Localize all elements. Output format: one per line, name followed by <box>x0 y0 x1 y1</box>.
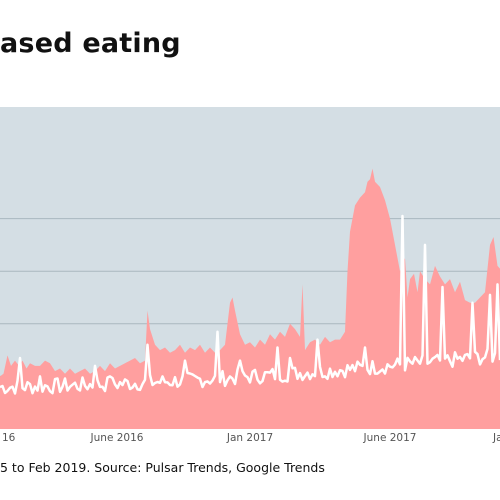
source-note: 5 to Feb 2019. Source: Pulsar Trends, Go… <box>0 460 325 475</box>
x-tick-label: Jan 2017 <box>226 432 273 444</box>
x-tick-label: June 2017 <box>363 432 417 444</box>
x-tick-label: 16 <box>2 432 16 444</box>
x-tick-label: Ja <box>492 432 500 444</box>
chart-title: ased eating <box>0 28 181 59</box>
area-series <box>0 168 500 429</box>
line-series <box>0 214 500 395</box>
x-axis-ticks: 16 June 2016 Jan 2017 June 2017 Ja <box>2 432 500 444</box>
x-tick-label: June 2016 <box>90 432 144 444</box>
